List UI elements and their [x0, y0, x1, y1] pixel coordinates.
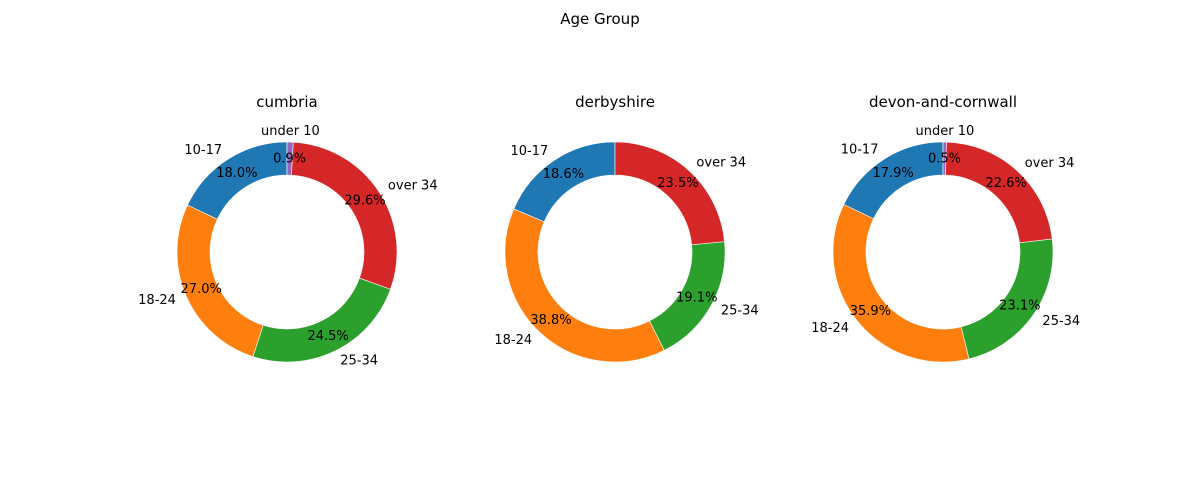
slice-25-34 [252, 277, 391, 363]
slice-label-10-17: 10-17 [184, 143, 222, 158]
slice-label-over-34: over 34 [388, 178, 438, 193]
slice-label-18-24: 18-24 [138, 293, 176, 308]
slice-percent-under-10: 0.5% [928, 152, 961, 167]
slice-percent-18-24: 27.0% [181, 282, 222, 297]
slice-18-24 [832, 204, 970, 363]
donut-charts: cumbria 10-17 18.0% 18-24 27.0% 25-34 24.5% ove… [138, 93, 1080, 369]
slice-percent-10-17: 18.0% [216, 166, 257, 181]
slice-over-34 [614, 141, 725, 246]
donut-cumbria: cumbria 10-17 18.0% 18-24 27.0% 25-34 24.5% ove… [138, 93, 437, 369]
slice-label-under-10: under 10 [261, 124, 320, 139]
subplot-title: derbyshire [575, 93, 655, 111]
slice-label-over-34: over 34 [696, 156, 746, 171]
slice-18-24 [176, 204, 264, 357]
slice-percent-over-34: 29.6% [344, 193, 385, 208]
donut-derbyshire: derbyshire 10-17 18.6% 18-24 38.8% 25-34 19.1%… [494, 93, 759, 363]
slice-percent-over-34: 22.6% [985, 176, 1026, 191]
slice-percent-10-17: 18.6% [543, 167, 584, 182]
slice-18-24 [504, 208, 665, 363]
slice-under-10 [286, 141, 294, 176]
slice-label-over-34: over 34 [1025, 156, 1075, 171]
slice-label-25-34: 25-34 [1042, 314, 1080, 329]
slice-label-25-34: 25-34 [340, 354, 378, 369]
slice-label-18-24: 18-24 [494, 333, 532, 348]
slice-percent-10-17: 17.9% [872, 166, 913, 181]
slice-label-under-10: under 10 [916, 124, 975, 139]
slice-label-10-17: 10-17 [841, 143, 879, 158]
slice-percent-under-10: 0.9% [273, 152, 306, 167]
slice-percent-18-24: 38.8% [530, 313, 571, 328]
subplot-title: cumbria [256, 93, 317, 111]
slice-percent-25-34: 23.1% [999, 298, 1040, 313]
slice-label-25-34: 25-34 [721, 304, 759, 319]
slice-percent-over-34: 23.5% [657, 176, 698, 191]
slice-over-34 [291, 141, 398, 290]
slice-percent-25-34: 24.5% [307, 329, 348, 344]
slice-under-10 [942, 141, 947, 176]
slice-label-18-24: 18-24 [811, 321, 849, 336]
slice-label-10-17: 10-17 [510, 144, 548, 159]
slice-percent-25-34: 19.1% [676, 290, 717, 305]
chart-title: Age Group [560, 10, 639, 28]
slice-percent-18-24: 35.9% [850, 304, 891, 319]
subplot-title: devon-and-cornwall [869, 93, 1017, 111]
